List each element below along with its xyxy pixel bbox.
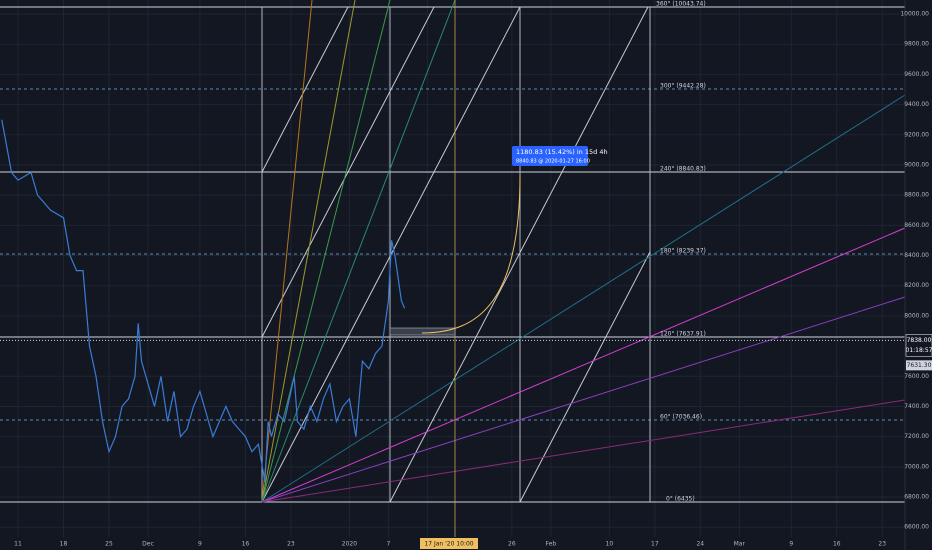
price-axis xyxy=(905,0,932,550)
y-tick-label: 8200.00 xyxy=(904,282,929,289)
level-label: 300° (9442.28) xyxy=(660,83,706,90)
y-tick-label: 6600.00 xyxy=(904,524,929,531)
crosshair-date: 17 Jan '20 10:00 xyxy=(424,541,473,548)
crosshair-price: 7631.30 xyxy=(907,362,932,369)
x-tick-label: 18 xyxy=(60,541,68,548)
x-tick-label: Mar xyxy=(734,541,746,548)
x-tick-label: 16 xyxy=(833,541,841,548)
y-tick-label: 9400.00 xyxy=(904,101,929,108)
y-tick-label: 7400.00 xyxy=(904,403,929,410)
y-tick-label: 7000.00 xyxy=(904,463,929,470)
countdown: 01:18:57 xyxy=(906,347,932,354)
y-tick-label: 10000.00 xyxy=(900,11,929,18)
price-line xyxy=(1,119,406,483)
level-label: 180° (8239.37) xyxy=(660,248,706,255)
y-tick-label: 9000.00 xyxy=(904,161,929,168)
tooltip-box xyxy=(512,146,588,166)
x-tick-label: 24 xyxy=(696,541,704,548)
tooltip: 1180.83 (15.42%) in 15d 4h 8840.83 @ 202… xyxy=(512,146,608,166)
tooltip-line: 8840.83 @ 2020-01-27 16:00 xyxy=(516,159,590,165)
y-tick-label: 7600.00 xyxy=(904,373,929,380)
x-tick-label: 23 xyxy=(287,541,295,548)
y-tick-label: 9800.00 xyxy=(904,41,929,48)
y-tick-label: 9600.00 xyxy=(904,71,929,78)
x-tick-label: 9 xyxy=(789,541,793,548)
level-label: 0° (6435) xyxy=(666,496,695,503)
crosshair-date-box xyxy=(420,538,478,549)
x-tick-label: 9 xyxy=(198,541,202,548)
x-tick-label: 11 xyxy=(14,541,22,548)
x-tick-label: 26 xyxy=(508,541,516,548)
level-label: 240° (8840.83) xyxy=(660,166,706,173)
price-tag-box xyxy=(905,334,932,357)
y-tick-label: 6800.00 xyxy=(904,494,929,501)
x-tick-label: 17 xyxy=(651,541,659,548)
level-labels: 360° (10043.74) 300° (9442.28) 240° (884… xyxy=(656,1,706,503)
x-tick-label: 25 xyxy=(105,541,113,548)
y-tick-label: 7200.00 xyxy=(904,433,929,440)
level-label: 120° (7637.91) xyxy=(660,331,706,338)
y-tick-label: 8800.00 xyxy=(904,192,929,199)
level-label: 60° (7036.46) xyxy=(660,414,702,421)
y-tick-label: 8000.00 xyxy=(904,312,929,319)
x-tick-label: 10 xyxy=(606,541,614,548)
crosshair-price-box xyxy=(906,360,932,371)
y-tick-label: 8400.00 xyxy=(904,252,929,259)
y-tick-label: 8600.00 xyxy=(904,222,929,229)
x-tick-label: Feb xyxy=(546,541,557,548)
x-tick-label: 23 xyxy=(878,541,886,548)
tooltip-line: 1180.83 (15.42%) in 15d 4h xyxy=(516,148,608,156)
x-tick-label: 16 xyxy=(242,541,250,548)
level-label: 360° (10043.74) xyxy=(656,1,706,8)
gann-drawings xyxy=(0,0,906,537)
x-tick-label: Dec xyxy=(142,541,154,548)
y-tick-label: 9200.00 xyxy=(904,131,929,138)
price-tag-label: 7838.00 xyxy=(907,337,932,344)
x-tick-label: 2020 xyxy=(342,541,357,548)
x-tick-label: 7 xyxy=(386,541,390,548)
